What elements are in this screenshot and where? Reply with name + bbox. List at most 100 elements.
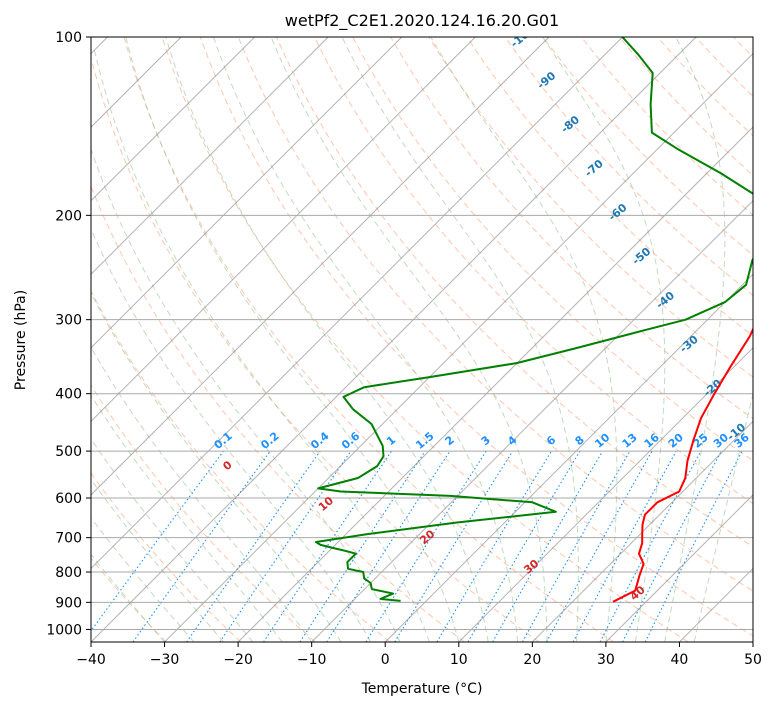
mixing-ratio-label: 13 xyxy=(620,431,640,451)
isotherm-line xyxy=(91,37,476,423)
mixing-ratio-line xyxy=(91,450,224,632)
x-tick-label: −10 xyxy=(297,652,327,668)
mixing-ratio-line xyxy=(263,450,392,642)
x-tick-label: 10 xyxy=(450,652,468,668)
dry-adiabat-line xyxy=(390,37,753,420)
dry-adiabat-line xyxy=(314,37,753,505)
moist-adiabat-line xyxy=(430,37,618,642)
dry-adiabat-line xyxy=(237,37,753,592)
y-tick-label: 300 xyxy=(55,313,82,329)
x-tick-label: −30 xyxy=(150,652,180,668)
moist-adiabat-label: -40 xyxy=(653,289,677,312)
isotherm-line xyxy=(91,37,403,349)
moist-adiabat-label: -60 xyxy=(606,201,630,224)
pressure-gridlines xyxy=(91,37,753,630)
dewpoint-line xyxy=(315,37,753,602)
moist-adiabat-line xyxy=(213,37,519,642)
x-tick-label: −20 xyxy=(223,652,253,668)
isotherm-line xyxy=(458,347,753,642)
dry-adiabat-label: 30 xyxy=(521,557,541,577)
mixing-ratio-line xyxy=(599,450,702,642)
mixing-ratio-line xyxy=(436,450,552,642)
moist-adiabat-line xyxy=(270,37,548,642)
dry-adiabat-label: 10 xyxy=(316,494,336,514)
moist-adiabat-line xyxy=(125,37,460,642)
dry-adiabat-line xyxy=(91,185,465,642)
y-tick-label: 600 xyxy=(55,491,82,507)
y-tick-label: 500 xyxy=(55,444,82,460)
moist-adiabat-line xyxy=(91,553,165,642)
mixing-ratio-label: 1.5 xyxy=(413,429,436,451)
dry-adiabat-line xyxy=(161,37,689,642)
profile-series xyxy=(315,37,753,603)
y-axis-title: Pressure (hPa) xyxy=(13,290,29,390)
mixing-ratio-line xyxy=(522,450,631,642)
mixing-ratio-line xyxy=(132,450,271,642)
mixing-ratio-line xyxy=(394,450,514,642)
y-tick-label: 100 xyxy=(55,30,82,46)
isotherm-line xyxy=(311,199,753,642)
x-tick-label: 40 xyxy=(671,652,689,668)
mixing-ratio-label: 0.2 xyxy=(258,429,281,451)
mixing-ratio-label: 20 xyxy=(666,431,686,451)
moist-adiabat-line xyxy=(93,49,430,642)
x-axis-title: Temperature (°C) xyxy=(361,681,483,697)
isotherm-line xyxy=(237,126,753,642)
mixing-ratio-line xyxy=(622,450,722,642)
moist-adiabat-line xyxy=(91,478,224,642)
dry-adiabat-line xyxy=(91,384,316,642)
mixing-ratio-lines xyxy=(91,450,743,642)
mixing-ratio-label: 10 xyxy=(592,431,612,451)
moist-adiabat-line xyxy=(693,391,753,642)
y-tick-label: 400 xyxy=(55,387,82,403)
moist-adiabat-label: -70 xyxy=(582,157,606,180)
isotherm-line xyxy=(91,37,623,570)
isotherm-line xyxy=(384,273,753,642)
mixing-ratio-line xyxy=(644,450,743,642)
isotherm-line xyxy=(531,420,753,642)
dry-adiabat-line xyxy=(504,37,753,296)
isotherm-line xyxy=(91,37,256,202)
moist-adiabat-label: -90 xyxy=(535,69,559,92)
x-axis: −40 −30 −20 −10 0 10 20 30 40 50 xyxy=(76,642,762,668)
dry-adiabat-line xyxy=(428,37,753,378)
dry-adiabat-line xyxy=(91,290,391,642)
isotherms xyxy=(91,37,753,642)
moist-adiabat-line xyxy=(341,37,579,642)
isopleth-labels: 0.1 0.2 0.4 0.6 1 1.5 2 3 4 6 8 10 13 16 20 25 30 3601020… xyxy=(212,37,753,603)
x-tick-label: 30 xyxy=(597,652,615,668)
temperature-line xyxy=(612,326,753,603)
isotherm-line xyxy=(91,37,697,642)
moist-adiabat-label: -50 xyxy=(630,245,654,268)
isotherm-line xyxy=(605,494,753,642)
mixing-ratio-line xyxy=(546,450,653,642)
x-tick-label: −40 xyxy=(76,652,106,668)
dry-adiabat-label: 20 xyxy=(417,527,437,547)
plot-area: 0.1 0.2 0.4 0.6 1 1.5 2 3 4 6 8 10 13 16 20 25 30 3601020… xyxy=(91,37,753,642)
mixing-ratio-label: 6 xyxy=(544,433,558,448)
y-tick-label: 200 xyxy=(55,208,82,224)
plot-frame xyxy=(90,36,754,643)
y-tick-label: 900 xyxy=(55,595,82,611)
moist-adiabat-line xyxy=(91,438,254,642)
dry-adiabat-line xyxy=(352,37,753,462)
x-tick-label: 0 xyxy=(381,652,390,668)
dry-adiabat-line xyxy=(466,37,753,337)
mixing-ratio-label: 1 xyxy=(384,433,398,448)
moist-adiabat-line xyxy=(91,227,371,642)
y-tick-label: 800 xyxy=(55,565,82,581)
mixing-ratio-label: 0.4 xyxy=(308,429,332,452)
isotherm-line xyxy=(752,641,753,642)
moist-adiabat-line xyxy=(91,346,313,642)
x-tick-label: 50 xyxy=(744,652,762,668)
moist-adiabat-line xyxy=(91,147,401,642)
moist-adiabat-label: -80 xyxy=(559,113,583,136)
y-axis: 100 200 300 400 500 600 700 800 900 1000 xyxy=(46,30,91,638)
moist-adiabat-line xyxy=(165,37,489,642)
y-tick-label: 700 xyxy=(55,531,82,547)
moist-adiabat-line xyxy=(542,37,666,642)
mixing-ratio-line xyxy=(219,450,352,642)
mixing-ratio-line xyxy=(186,450,321,642)
dry-adiabat-line xyxy=(695,37,753,97)
